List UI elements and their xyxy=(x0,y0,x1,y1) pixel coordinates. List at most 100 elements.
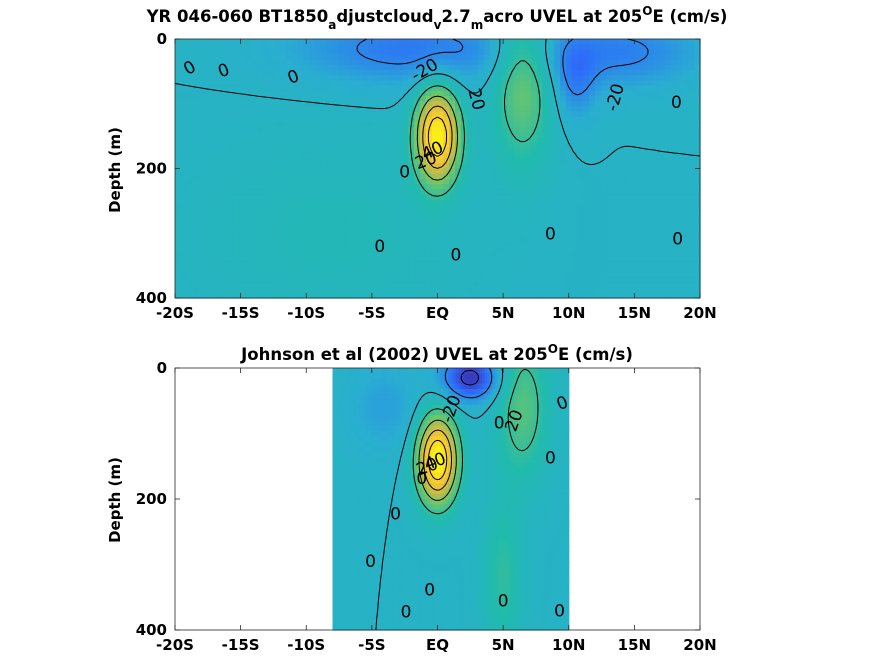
heatmap-cell xyxy=(554,132,561,139)
heatmap-cell xyxy=(641,194,649,201)
heatmap-cell xyxy=(250,90,258,97)
heatmap-cell xyxy=(548,189,555,195)
heatmap-cell xyxy=(542,116,549,123)
heatmap-cell xyxy=(490,163,497,170)
heatmap-cell xyxy=(367,147,374,154)
heatmap-cell xyxy=(525,204,532,211)
heatmap-cell xyxy=(682,121,689,128)
heatmap-cell xyxy=(340,378,344,385)
heatmap-cell xyxy=(676,204,684,211)
heatmap-cell xyxy=(332,609,336,615)
heatmap-cell xyxy=(513,137,520,144)
heatmap-cell xyxy=(583,90,590,97)
heatmap-cell xyxy=(350,383,355,390)
heatmap-cell xyxy=(385,246,392,252)
heatmap-cell xyxy=(425,137,433,144)
heatmap-cell xyxy=(460,272,468,278)
heatmap-cell xyxy=(297,215,304,221)
heatmap-cell xyxy=(221,70,229,76)
heatmap-cell xyxy=(466,127,474,133)
heatmap-cell xyxy=(268,121,275,128)
heatmap-cell xyxy=(647,142,654,149)
heatmap-cell xyxy=(361,49,369,56)
heatmap-cell xyxy=(332,235,339,242)
heatmap-cell xyxy=(484,85,491,92)
heatmap-cell xyxy=(274,292,281,299)
heatmap-cell xyxy=(606,90,614,97)
heatmap-cell xyxy=(484,225,491,232)
heatmap-cell xyxy=(332,95,339,102)
heatmap-cell xyxy=(175,39,182,45)
heatmap-cell xyxy=(478,54,485,61)
heatmap-cell xyxy=(647,59,654,66)
heatmap-cell xyxy=(192,64,199,71)
heatmap-cell xyxy=(548,95,555,102)
heatmap-cell xyxy=(530,116,538,123)
heatmap-cell xyxy=(519,256,526,263)
heatmap-cell xyxy=(350,54,357,61)
heatmap-cell xyxy=(320,152,328,159)
heatmap-cell xyxy=(688,246,695,252)
heatmap-cell xyxy=(385,158,392,164)
heatmap-cell xyxy=(186,137,194,144)
heatmap-cell xyxy=(595,44,602,50)
heatmap-cell xyxy=(186,256,194,263)
heatmap-cell xyxy=(338,116,345,123)
heatmap-cell xyxy=(198,204,205,211)
heatmap-cell xyxy=(653,101,660,107)
heatmap-cell xyxy=(606,111,614,118)
heatmap-cell xyxy=(210,39,217,45)
heatmap-cell xyxy=(641,261,649,268)
heatmap-cell xyxy=(262,75,269,82)
heatmap-cell xyxy=(694,292,701,299)
heatmap-cell xyxy=(390,116,398,123)
heatmap-cell xyxy=(595,90,602,97)
heatmap-cell xyxy=(606,75,614,82)
heatmap-cell xyxy=(606,225,614,232)
heatmap-cell xyxy=(606,220,614,227)
heatmap-cell xyxy=(350,430,355,437)
heatmap-cell xyxy=(204,209,211,216)
heatmap-cell xyxy=(186,209,194,216)
heatmap-cell xyxy=(513,59,520,66)
heatmap-cell xyxy=(274,209,281,216)
heatmap-cell xyxy=(390,137,398,144)
heatmap-cell xyxy=(315,251,322,258)
heatmap-cell xyxy=(618,277,625,284)
heatmap-cell xyxy=(309,132,316,139)
heatmap-cell xyxy=(280,116,287,123)
heatmap-cell xyxy=(192,282,199,289)
heatmap-cell xyxy=(338,246,345,252)
heatmap-cell xyxy=(548,70,555,76)
heatmap-cell xyxy=(565,225,573,232)
heatmap-cell xyxy=(612,282,619,289)
heatmap-cell xyxy=(332,142,339,149)
heatmap-cell xyxy=(694,277,701,284)
heatmap-cell xyxy=(577,142,584,149)
heatmap-cell xyxy=(350,246,357,252)
heatmap-cell xyxy=(501,75,509,82)
heatmap-cell xyxy=(542,95,549,102)
heatmap-cell xyxy=(332,59,339,66)
heatmap-cell xyxy=(571,282,579,289)
heatmap-cell xyxy=(647,266,654,273)
heatmap-cell xyxy=(484,266,491,273)
heatmap-cell xyxy=(338,70,345,76)
heatmap-cell xyxy=(192,101,199,107)
heatmap-cell xyxy=(437,54,444,61)
heatmap-cell xyxy=(186,241,194,247)
heatmap-cell xyxy=(385,59,392,66)
heatmap-cell xyxy=(565,132,573,139)
heatmap-cell xyxy=(670,158,678,164)
heatmap-cell xyxy=(589,39,596,45)
heatmap-cell xyxy=(180,272,188,278)
heatmap-cell xyxy=(600,59,608,66)
heatmap-cell xyxy=(343,493,347,500)
heatmap-cell xyxy=(345,483,349,490)
heatmap-cell xyxy=(600,184,608,190)
heatmap-cell xyxy=(455,241,462,247)
heatmap-cell xyxy=(262,256,269,263)
heatmap-cell xyxy=(337,614,341,621)
heatmap-cell xyxy=(612,70,619,76)
heatmap-cell xyxy=(367,220,374,227)
